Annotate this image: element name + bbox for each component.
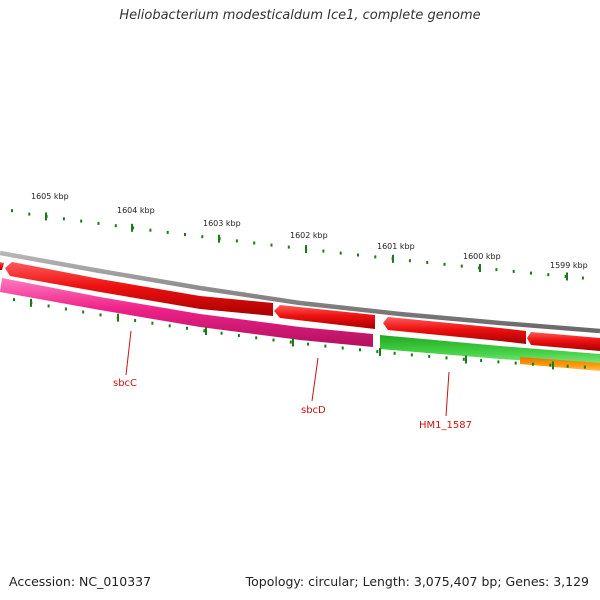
scale-label: 1601 kbp [377, 242, 415, 251]
genome-summary-text: Topology: circular; Length: 3,075,407 bp… [245, 574, 589, 589]
accession-text: Accession: NC_010337 [9, 574, 152, 589]
gene-arrow-forward [274, 305, 375, 329]
gene-arrow-reverse [0, 278, 373, 347]
gene-arrow-forward [527, 332, 600, 351]
gene-label-hm1-1587: HM1_1587 [419, 420, 472, 431]
gene-arrow-reverse [380, 335, 600, 366]
scale-label: 1599 kbp [550, 261, 588, 270]
scale-label: 1602 kbp [290, 231, 328, 240]
leader-line [311, 357, 319, 402]
scale-label: 1603 kbp [203, 219, 241, 228]
forward-strand-genes [0, 262, 600, 351]
genome-backbone [0, 250, 600, 334]
leader-line [125, 330, 132, 376]
scale-labels: 1605 kbp 1604 kbp 1603 kbp 1602 kbp 1601… [31, 192, 588, 270]
gene-arrow-forward [383, 317, 526, 344]
reverse-strand-genes [0, 278, 600, 371]
gene-label-sbcc: sbcC [113, 378, 137, 389]
inner-tick-marks [13, 298, 586, 370]
gene-arrow-forward [0, 262, 4, 270]
gene-arrow-forward [5, 262, 273, 316]
scale-tick-marks [11, 209, 584, 281]
scale-label: 1605 kbp [31, 192, 69, 201]
map-title: Heliobacterium modesticaldum Ice1, compl… [119, 8, 481, 23]
gene-label-sbcd: sbcD [301, 405, 326, 416]
scale-label: 1600 kbp [463, 252, 501, 261]
gene-arrow-reverse [520, 357, 600, 371]
gene-labels: sbcC sbcD HM1_1587 [113, 330, 472, 431]
leader-line [445, 371, 450, 417]
scale-label: 1604 kbp [117, 206, 155, 215]
